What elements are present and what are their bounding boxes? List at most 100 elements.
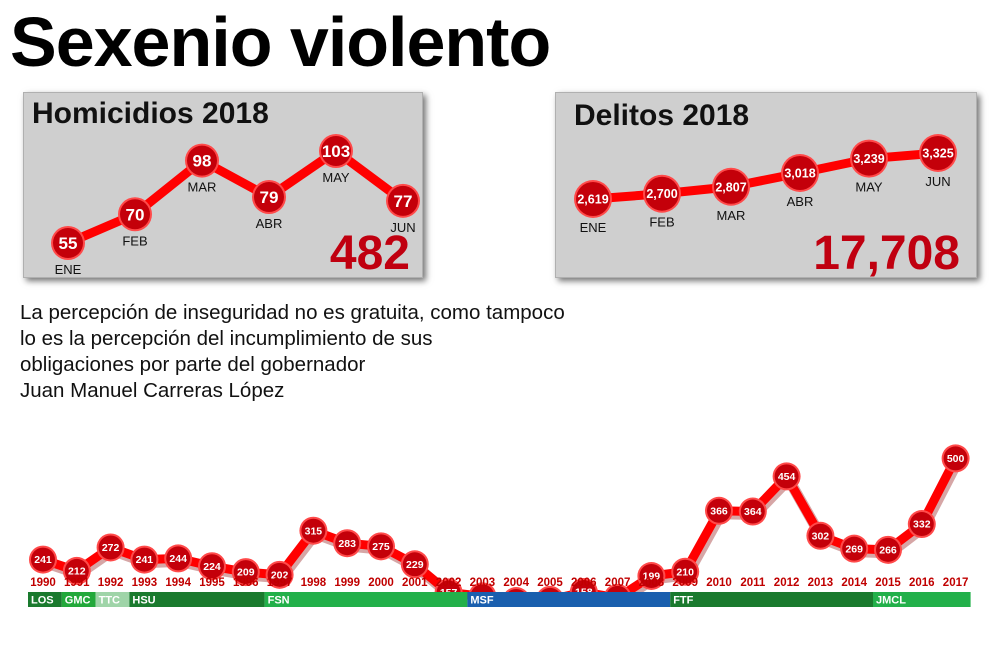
governor-term (95, 592, 130, 607)
governor-bar: LOS GMC TTC HSU FSN MSF FTF JMCL (28, 592, 971, 607)
governor-label: GMC (65, 595, 91, 607)
data-point (132, 547, 157, 572)
data-label: 2,700 (646, 187, 677, 201)
data-label: 3,325 (922, 147, 953, 161)
data-label: 210 (676, 566, 694, 578)
governor-term (129, 592, 265, 607)
year-label: 2001 (402, 577, 428, 589)
data-point (740, 499, 765, 524)
data-point (639, 564, 664, 589)
month-label: ENE (55, 262, 82, 277)
delitos-panel: 2,619 ENE 2,700 FEB 2,807 MAR 3,018 ABR 3,239 MAY… (555, 92, 977, 278)
delitos-total: 17,708 (813, 227, 960, 278)
data-label: 3,239 (853, 152, 884, 166)
governor-label: TTC (99, 595, 120, 607)
year-label: 2007 (605, 577, 631, 589)
data-point (187, 145, 217, 176)
year-label: 1992 (98, 577, 124, 589)
data-point (335, 531, 360, 556)
data-point (909, 512, 934, 537)
data-point (774, 464, 799, 489)
data-point (254, 182, 284, 212)
governor-label: LOS (31, 595, 54, 607)
caption-line: lo es la percepción del incumplimiento d… (20, 327, 433, 350)
data-label: 103 (322, 142, 350, 161)
month-label: ENE (580, 220, 607, 235)
data-point (943, 446, 968, 471)
year-label: 1998 (301, 577, 327, 589)
data-point (31, 547, 55, 572)
data-label: 79 (260, 188, 279, 207)
year-label: 2000 (368, 577, 394, 589)
year-label: 1999 (334, 577, 360, 589)
data-point (166, 546, 191, 571)
data-label: 364 (744, 506, 762, 518)
data-label: 202 (271, 569, 289, 581)
data-point (64, 558, 89, 583)
data-label: 332 (913, 519, 931, 531)
year-label: 2010 (706, 577, 732, 589)
data-point (645, 176, 679, 211)
data-label: 212 (68, 566, 86, 578)
year-label: 2013 (808, 577, 834, 589)
data-point (388, 185, 418, 216)
year-label: 2011 (740, 577, 766, 589)
data-label: 2,619 (577, 193, 608, 207)
month-label: ABR (787, 194, 814, 209)
data-label: 272 (102, 542, 120, 554)
governor-term (61, 592, 96, 607)
year-label: 2009 (672, 577, 698, 589)
year-label: 1994 (165, 577, 191, 589)
data-label: 269 (845, 543, 863, 555)
year-label: 2014 (841, 577, 867, 589)
homicidios-total: 482 (329, 227, 410, 278)
month-label: JUN (925, 174, 950, 189)
governor-label: MSF (470, 595, 494, 607)
homicidios-title: Homicidios 2018 (32, 97, 269, 130)
data-point (120, 199, 150, 230)
data-point (783, 156, 817, 191)
data-label: 77 (394, 192, 413, 211)
data-label: 500 (947, 453, 965, 465)
data-label: 70 (126, 205, 145, 224)
governor-term (264, 592, 468, 607)
year-label: 2003 (470, 577, 496, 589)
data-point (852, 141, 886, 176)
year-label: 1995 (199, 577, 225, 589)
delitos-title: Delitos 2018 (574, 99, 750, 132)
month-label: FEB (122, 233, 147, 248)
year-label: 2008 (639, 577, 665, 589)
data-label: 366 (710, 505, 728, 517)
data-point (842, 536, 867, 561)
governor-label: FTF (673, 595, 693, 607)
year-label: 1996 (233, 577, 259, 589)
data-label: 454 (778, 471, 796, 483)
data-point (876, 537, 900, 562)
year-label: 2017 (943, 577, 969, 589)
data-point (200, 554, 224, 579)
year-label: 1990 (30, 577, 56, 589)
data-label: 266 (879, 544, 897, 556)
caption-line: Juan Manuel Carreras López (20, 379, 285, 402)
data-point (673, 559, 698, 584)
caption: La percepción de inseguridad no es gratu… (20, 300, 680, 404)
data-label: 209 (237, 567, 255, 579)
data-label: 55 (59, 234, 78, 253)
data-label: 229 (406, 559, 424, 571)
data-label: 98 (193, 152, 212, 171)
data-point (808, 523, 833, 548)
data-point (301, 518, 326, 543)
data-label: 199 (643, 571, 661, 583)
data-point (53, 228, 83, 258)
month-label: ABR (256, 216, 283, 231)
data-label: 2,807 (715, 180, 746, 194)
year-label: 2004 (503, 577, 529, 589)
month-label: JUN (390, 220, 415, 235)
data-point (576, 182, 610, 216)
month-label: MAR (188, 180, 217, 195)
data-label: 241 (34, 554, 52, 566)
data-label: 241 (136, 554, 154, 566)
year-label: 2005 (537, 577, 563, 589)
governor-term (467, 592, 671, 607)
